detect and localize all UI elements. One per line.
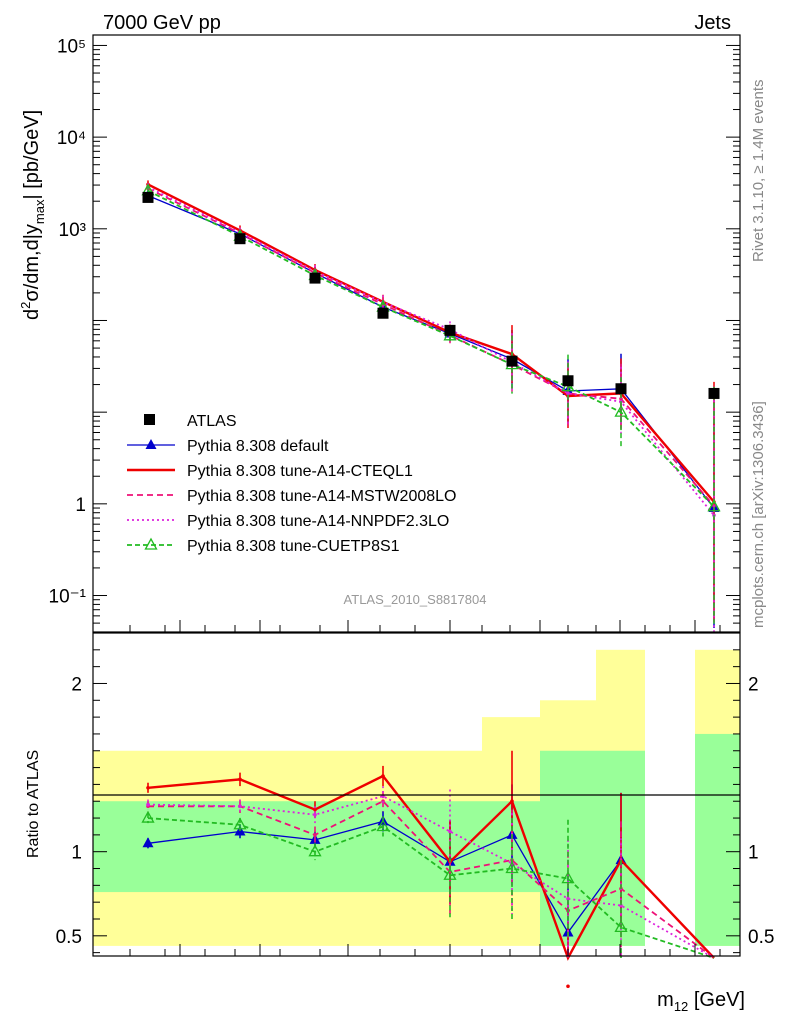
x-axis-label: m12 [GeV] [657, 989, 745, 1014]
ratio-bands [93, 649, 740, 946]
marker-dot [619, 396, 623, 401]
ratio-line-3 [147, 795, 715, 959]
marker-dot [566, 897, 570, 901]
legend-label: Pythia 8.308 tune-A14-CTEQL1 [187, 463, 413, 480]
series-line-5 [147, 189, 715, 508]
ratio-tick-label-right: 0.5 [748, 927, 774, 948]
atlas-data-point [562, 375, 574, 387]
header-right: Jets [694, 12, 731, 34]
marker-dot [619, 903, 623, 908]
y-tick-label: 10⁻¹ [49, 587, 87, 608]
marker-dot [238, 777, 242, 782]
marker-dot [448, 829, 452, 834]
main-ylabel: d2σ/dm,d|ymax| [pb/GeV] [18, 110, 47, 320]
legend: ATLAS Pythia 8.308 default Pythia 8.308 tu… [127, 413, 456, 555]
header-left: 7000 GeV pp [103, 12, 221, 34]
marker-triangle-open [561, 871, 575, 884]
legend-label: Pythia 8.308 tune-CUETP8S1 [187, 538, 400, 555]
rivet-label: Rivet 3.1.10, ≥ 1.4M events [750, 80, 767, 263]
marker-dot [238, 804, 242, 809]
ratio-tick-label-right: 2 [748, 674, 759, 695]
watermark: ATLAS_2010_S8817804 [344, 592, 487, 607]
series-line-1 [147, 194, 715, 509]
ratio-tick-label-left: 0.5 [56, 927, 82, 948]
y-tick-label: 10⁵ [57, 36, 86, 57]
marker-triangle-open [443, 867, 457, 880]
marker-dot [313, 807, 317, 812]
legend-label: Pythia 8.308 tune-A14-MSTW2008LO [187, 488, 456, 505]
mcplots-label: mcplots.cern.ch [arXiv:1306.3436] [750, 401, 767, 628]
legend-label: Pythia 8.308 default [187, 438, 329, 455]
marker-dot [381, 774, 385, 778]
ratio-ylabel: Ratio to ATLAS [25, 750, 42, 858]
marker-triangle-filled [142, 837, 154, 848]
legend-label: ATLAS [187, 413, 237, 430]
marker-dot [146, 785, 150, 790]
marker-dot [313, 812, 317, 817]
marker-triangle-open [233, 817, 247, 830]
atlas-data-point [708, 387, 720, 399]
axis-ticks: 10⁻¹ 1 10³ 10⁴ 10⁵ 0.5 0.5 1 1 2 2 [49, 36, 774, 956]
green-band-bin [348, 801, 415, 893]
series-line-3 [147, 187, 715, 507]
ratio-tick-label-left: 1 [71, 843, 82, 864]
atlas-data-point [377, 307, 389, 319]
atlas-data-point [506, 355, 518, 367]
legend-marker-triangle-open [144, 537, 158, 550]
legend-marker-triangle [145, 439, 157, 449]
atlas-data-point [615, 383, 627, 395]
marker-dot [566, 391, 570, 396]
marker-dot [313, 833, 317, 837]
marker-triangle-open [614, 404, 628, 417]
legend-label: Pythia 8.308 tune-A14-NNPDF2.3LO [187, 513, 449, 530]
marker-dot [566, 984, 570, 989]
y-tick-label: 10³ [59, 220, 86, 241]
marker-dot [146, 802, 150, 807]
marker-triangle-open [308, 844, 322, 857]
y-tick-label: 1 [75, 495, 86, 516]
atlas-data-point [309, 272, 321, 284]
marker-triangle-open [141, 810, 155, 823]
marker-dot [510, 799, 514, 804]
marker-triangle-open [376, 819, 390, 832]
main-series [141, 180, 721, 632]
atlas-data-point [444, 324, 456, 336]
svg-text:d2σ/dm,d|ymax| [pb/GeV]: d2σ/dm,d|ymax| [pb/GeV] [18, 110, 47, 320]
series-line-4 [147, 186, 715, 516]
green-band-bin [195, 801, 280, 893]
marker-triangle-open [505, 861, 519, 874]
atlas-data-point [234, 233, 246, 245]
marker-triangle-open [707, 499, 721, 512]
ratio-series [141, 750, 715, 989]
atlas-data-point [142, 191, 154, 203]
ratio-tick-label-left: 2 [71, 674, 82, 695]
green-band-bin [695, 733, 740, 946]
ratio-tick-label-right: 1 [748, 843, 759, 864]
main-frame [92, 34, 741, 633]
y-tick-label: 10⁴ [57, 128, 86, 149]
legend-marker-atlas [144, 414, 155, 425]
marker-triangle-open [614, 920, 628, 933]
